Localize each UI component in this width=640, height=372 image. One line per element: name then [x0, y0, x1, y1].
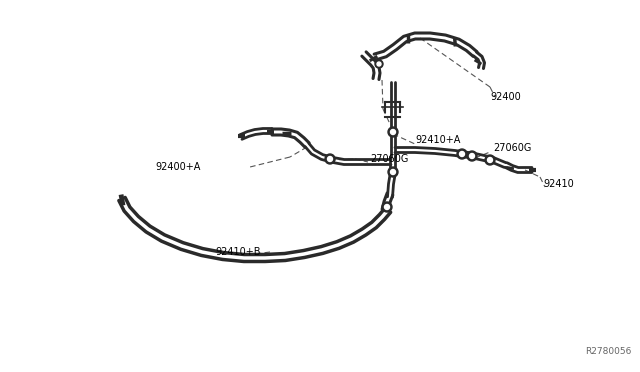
Circle shape: [390, 170, 396, 174]
Circle shape: [382, 202, 392, 212]
Circle shape: [460, 151, 465, 157]
Circle shape: [470, 154, 474, 158]
Circle shape: [388, 167, 398, 177]
Circle shape: [457, 149, 467, 159]
Circle shape: [375, 60, 383, 68]
Circle shape: [328, 157, 333, 161]
Text: 27060G: 27060G: [370, 154, 408, 164]
Text: 92410+B: 92410+B: [215, 247, 260, 257]
Text: 92400+A: 92400+A: [155, 162, 200, 172]
Text: 92410+A: 92410+A: [415, 135, 460, 145]
Circle shape: [325, 154, 335, 164]
Circle shape: [488, 157, 493, 163]
Text: 92410: 92410: [543, 179, 573, 189]
Circle shape: [485, 155, 495, 165]
Text: 92400: 92400: [490, 92, 521, 102]
Circle shape: [377, 62, 381, 66]
Text: R2780056: R2780056: [586, 347, 632, 356]
Text: 27060G: 27060G: [493, 143, 531, 153]
Circle shape: [388, 127, 398, 137]
Circle shape: [385, 205, 390, 209]
Circle shape: [390, 129, 396, 135]
Circle shape: [467, 151, 477, 161]
